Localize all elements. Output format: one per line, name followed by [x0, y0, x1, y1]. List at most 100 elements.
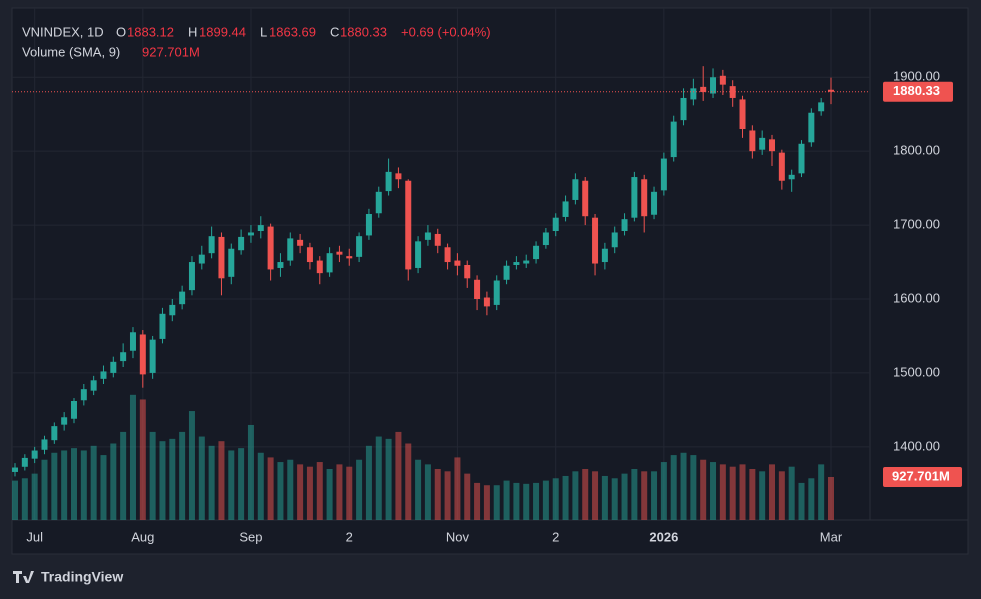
- candle-body: [651, 191, 658, 215]
- volume-bar: [375, 436, 382, 520]
- volume-bar: [316, 462, 323, 520]
- volume-bar: [405, 443, 412, 520]
- candle-body: [277, 262, 284, 268]
- candle-body: [719, 75, 726, 85]
- volume-bar: [120, 431, 127, 520]
- candle-body: [700, 86, 707, 93]
- x-tick-label: Sep: [239, 529, 262, 544]
- candle-body: [828, 89, 834, 92]
- volume-bar: [188, 411, 195, 520]
- volume-bar: [464, 473, 471, 520]
- volume-bar: [828, 476, 834, 520]
- candle-body: [336, 251, 343, 255]
- volume-bar: [454, 457, 461, 520]
- y-tick-label: 1400.00: [893, 438, 940, 453]
- candle-body: [169, 304, 176, 316]
- volume-bar: [493, 485, 500, 520]
- candle-body: [238, 236, 245, 251]
- axes: 1400.00 1500.00 1600.00 1700.00 1800.00 1900.…: [12, 69, 962, 544]
- candle-body: [621, 219, 628, 231]
- candle-body: [660, 158, 667, 191]
- candle-body: [769, 139, 776, 152]
- candle-body: [562, 201, 569, 217]
- x-tick-label: Aug: [131, 529, 154, 544]
- candle-body: [798, 143, 805, 174]
- volume-bar: [365, 445, 372, 520]
- volume-bar: [415, 459, 422, 520]
- volume-bar: [228, 450, 235, 520]
- last-volume-badge: [883, 466, 962, 487]
- candle-body: [375, 191, 382, 214]
- candle-body: [61, 417, 68, 425]
- candle-body: [159, 313, 166, 339]
- candle-body: [149, 339, 156, 373]
- candle-body: [483, 297, 490, 307]
- volume-bar: [395, 431, 402, 520]
- volume-bar: [542, 480, 549, 520]
- volume-bar: [582, 469, 589, 520]
- volume-bar: [533, 482, 540, 520]
- candle-body: [129, 332, 136, 351]
- volume-bar: [385, 438, 392, 520]
- y-tick-label: 1700.00: [893, 217, 940, 232]
- volume-bar: [523, 483, 530, 520]
- volume-bar: [336, 464, 343, 520]
- volume-bar: [169, 438, 176, 520]
- candle-body: [582, 180, 589, 217]
- volume-bar: [700, 459, 707, 520]
- volume-bar: [21, 478, 28, 520]
- volume-bar: [739, 464, 746, 520]
- volume-bar: [660, 462, 667, 520]
- volume-bar: [719, 464, 726, 520]
- volume-bar: [247, 424, 254, 520]
- legend: VNINDEX, 1D O 1883.12 H 1899.44 L 1863.6…: [22, 24, 491, 59]
- candle-body: [385, 171, 392, 192]
- volume-value: 927.701M: [142, 44, 200, 59]
- candle-body: [51, 426, 58, 441]
- candle-body: [542, 232, 549, 246]
- volume-bar: [670, 455, 677, 520]
- volume-bar: [51, 452, 58, 520]
- high-prefix: H: [188, 24, 197, 39]
- volume-bar: [297, 464, 304, 520]
- volume-bar: [208, 445, 215, 520]
- volume-bar: [139, 399, 146, 520]
- y-tick-label: 1800.00: [893, 143, 940, 158]
- last-price-label: 1880.33: [893, 83, 940, 98]
- candle-body: [572, 179, 579, 200]
- volume-bar: [513, 482, 520, 520]
- volume-bar: [788, 466, 795, 520]
- candle-body: [316, 260, 323, 274]
- candles: [12, 66, 834, 477]
- candle-body: [464, 265, 471, 279]
- candle-body: [434, 233, 441, 246]
- volume-bar: [601, 475, 608, 520]
- logo-icon: [13, 571, 34, 583]
- volume-bar: [769, 464, 776, 520]
- candle-body: [533, 245, 540, 260]
- volume-bar: [80, 450, 87, 520]
- change: +0.69 (+0.04%): [401, 24, 491, 39]
- candle-body: [611, 232, 618, 248]
- volume-bar: [729, 466, 736, 520]
- candle-body: [818, 102, 825, 112]
- candle-body: [346, 256, 353, 259]
- candle-body: [749, 130, 756, 152]
- volume-bar: [641, 471, 648, 520]
- volume-bar: [710, 462, 717, 520]
- brand: TradingView: [41, 569, 123, 585]
- candle-body: [120, 352, 127, 362]
- candle-body: [474, 279, 481, 299]
- candle-body: [41, 439, 48, 450]
- volume-bar: [483, 485, 490, 520]
- candle-body: [90, 380, 97, 391]
- volume-bar: [267, 457, 274, 520]
- volume-bar: [434, 469, 441, 520]
- y-tick-label: 1900.00: [893, 69, 940, 84]
- candle-body: [601, 248, 608, 263]
- candle-body: [503, 265, 510, 280]
- volume-bar: [12, 480, 18, 520]
- last-price-badge: [883, 81, 953, 102]
- volume-bar: [552, 478, 559, 520]
- volume-bar: [179, 431, 186, 520]
